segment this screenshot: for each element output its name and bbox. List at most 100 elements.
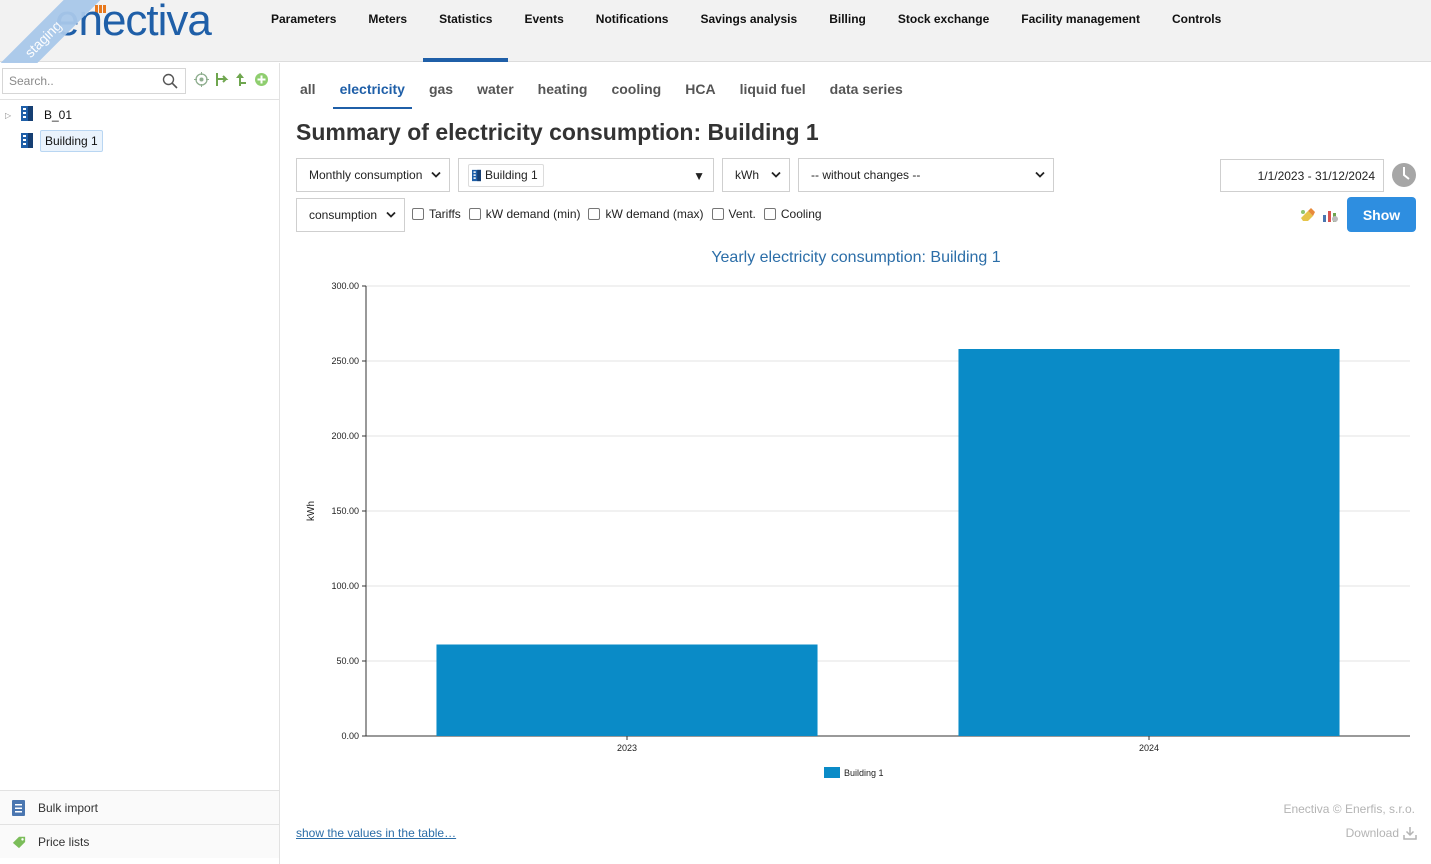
checkbox-box[interactable] [588, 208, 601, 220]
checkbox-tariffs[interactable]: Tariffs [412, 207, 461, 221]
chevron-down-icon [431, 171, 441, 178]
download-label: Download [1345, 826, 1399, 840]
option-checkboxes: Tariffs kW demand (min) kW demand (max) Ven… [412, 207, 830, 221]
y-tick-label: 250.00 [331, 356, 359, 366]
legend-label[interactable]: Building 1 [844, 768, 884, 778]
search-icon[interactable] [162, 73, 178, 89]
target-icon[interactable] [194, 72, 209, 87]
show-button[interactable]: Show [1347, 197, 1416, 232]
building-icon [21, 106, 33, 121]
checkbox-kw-demand-max[interactable]: kW demand (max) [588, 207, 704, 221]
tree-item-b01[interactable]: ▷ B_01 [0, 103, 279, 130]
chart-title: Yearly electricity consumption: Building… [711, 249, 1001, 266]
entity-select[interactable]: Building 1 ▼ [458, 158, 714, 192]
price-tag-icon [12, 836, 26, 849]
bulk-import-item[interactable]: Bulk import [0, 790, 279, 824]
clock-icon[interactable] [1391, 162, 1417, 188]
y-tick-label: 300.00 [331, 281, 359, 291]
selected-entity-label: Building 1 [485, 168, 538, 182]
checkbox-label: Cooling [780, 207, 822, 221]
checkbox-label: kW demand (max) [605, 207, 704, 221]
sidebar-divider [0, 99, 279, 100]
search-input[interactable] [3, 69, 153, 93]
tab-cooling[interactable]: cooling [611, 81, 662, 97]
modification-select[interactable]: -- without changes -- [798, 158, 1054, 192]
tree-item-building-1[interactable]: Building 1 [0, 130, 279, 157]
bar-2023[interactable] [436, 644, 818, 737]
logo-bars [95, 0, 109, 13]
unit-select[interactable]: kWh [722, 158, 790, 192]
search-box [2, 68, 186, 94]
tree-expand-icon[interactable] [214, 72, 229, 87]
checkbox-cooling[interactable]: Cooling [763, 207, 822, 221]
download-button[interactable]: Download [1346, 826, 1417, 840]
legend-swatch[interactable] [824, 767, 840, 778]
checkbox-label: kW demand (min) [485, 207, 581, 221]
checkbox-label: Tariffs [429, 207, 461, 221]
price-lists-label: Price lists [38, 835, 90, 849]
bulk-import-label: Bulk import [38, 801, 99, 815]
checkbox-vent[interactable]: Vent. [711, 207, 756, 221]
metric-select[interactable]: consumption [296, 198, 405, 232]
chart-settings-icon[interactable] [1322, 207, 1339, 223]
nav-item-billing[interactable]: Billing [829, 12, 866, 26]
checkbox-box[interactable] [711, 208, 724, 220]
metric-value: consumption [309, 208, 378, 222]
y-tick-label: 150.00 [331, 506, 359, 516]
tab-liquid-fuel[interactable]: liquid fuel [739, 81, 806, 97]
nav-item-notifications[interactable]: Notifications [595, 12, 669, 26]
aggregation-value: Monthly consumption [309, 168, 423, 182]
tab-data-series[interactable]: data series [829, 81, 903, 97]
checkbox-kw-demand-min[interactable]: kW demand (min) [468, 207, 581, 221]
nav-item-stock-exchange[interactable]: Stock exchange [897, 12, 990, 26]
chevron-down-icon [386, 211, 396, 218]
tree-up-icon[interactable] [234, 72, 249, 87]
chevron-down-icon [1035, 171, 1045, 178]
entity-tree: ▷ B_01 Building 1 [0, 103, 279, 157]
dropdown-arrow-icon: ▼ [693, 169, 705, 183]
tree-item-label: Building 1 [40, 130, 103, 152]
price-lists-item[interactable]: Price lists [0, 824, 279, 858]
nav-item-events[interactable]: Events [524, 12, 564, 26]
nav-item-parameters[interactable]: Parameters [271, 12, 337, 26]
eraser-icon[interactable] [1299, 207, 1316, 223]
checkbox-box[interactable] [468, 208, 481, 220]
main-content: all electricity gas water heating cooling HCA l… [281, 63, 1431, 864]
nav-item-meters[interactable]: Meters [368, 12, 408, 26]
tab-water[interactable]: water [477, 81, 514, 97]
modification-value: -- without changes -- [811, 168, 921, 182]
aggregation-select[interactable]: Monthly consumption [296, 158, 450, 192]
building-icon [472, 169, 481, 182]
sidebar-bottom-menu: Bulk import Price lists [0, 790, 279, 858]
tab-heating[interactable]: heating [537, 81, 588, 97]
tree-tools [194, 72, 269, 87]
nav-item-controls[interactable]: Controls [1171, 12, 1222, 26]
nav-item-savings-analysis[interactable]: Savings analysis [700, 12, 798, 26]
nav-item-statistics[interactable]: Statistics [423, 0, 509, 62]
page-title: Summary of electricity consumption: Buil… [296, 119, 819, 145]
bar-2024[interactable] [958, 349, 1340, 736]
tab-gas[interactable]: gas [428, 81, 454, 97]
expand-arrow-icon[interactable]: ▷ [5, 111, 12, 120]
tab-hca[interactable]: HCA [685, 81, 716, 97]
checkbox-box[interactable] [763, 208, 776, 220]
selected-entity-chip[interactable]: Building 1 [468, 164, 544, 187]
y-tick-label: 50.00 [336, 656, 359, 666]
main-nav: Parameters Meters Statistics Events Notifica… [255, 0, 1237, 62]
building-icon [21, 133, 33, 148]
y-axis-label: kWh [306, 501, 317, 521]
nav-item-facility-management[interactable]: Facility management [1021, 12, 1140, 26]
show-table-link[interactable]: show the values in the table… [296, 826, 457, 840]
y-tick-label: 100.00 [331, 581, 359, 591]
energy-tabs: all electricity gas water heating cooling HCA l… [293, 75, 920, 109]
add-icon[interactable] [254, 72, 269, 87]
import-icon [12, 800, 25, 816]
top-header: enectiva staging Parameters Meters Statist… [0, 0, 1431, 102]
x-tick-label: 2023 [617, 743, 637, 753]
tab-all[interactable]: all [300, 81, 316, 97]
date-range-input[interactable]: 1/1/2023 - 31/12/2024 [1220, 159, 1384, 192]
checkbox-box[interactable] [412, 208, 424, 220]
tree-item-label: B_01 [44, 108, 73, 122]
tab-electricity[interactable]: electricity [332, 75, 413, 109]
x-tick-label: 2024 [1139, 743, 1159, 753]
